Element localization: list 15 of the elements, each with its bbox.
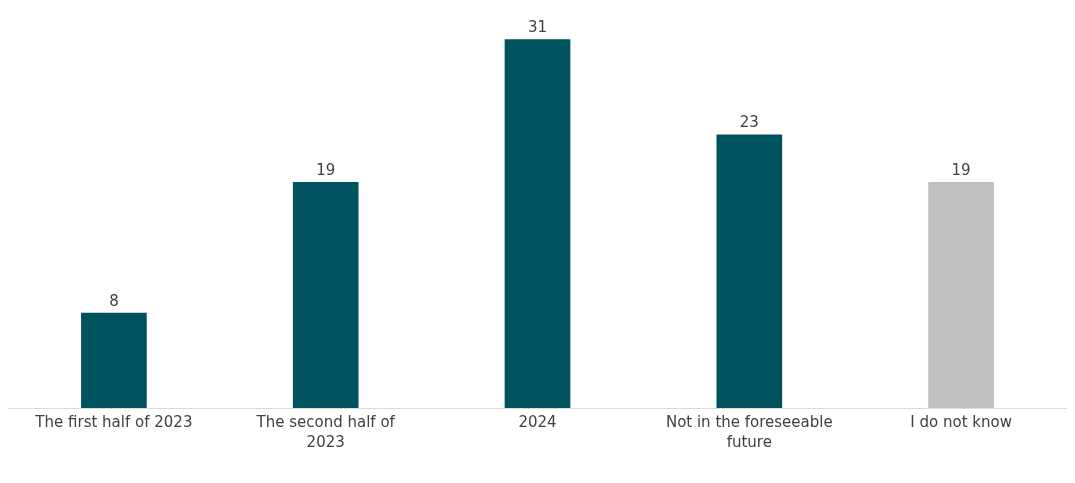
data-label: 31 — [527, 18, 548, 37]
bar — [928, 182, 994, 408]
x-tick-label: I do not know — [910, 413, 1012, 431]
bar — [504, 39, 571, 408]
data-label: 19 — [316, 161, 336, 180]
x-tick-label: Not in the foreseeable future — [665, 413, 833, 451]
data-label: 23 — [739, 113, 759, 132]
bar — [292, 182, 359, 408]
x-tick-label: The first half of 2023 — [34, 413, 193, 431]
data-label: 8 — [109, 291, 119, 310]
x-tick-label: The second half of 2023 — [255, 413, 396, 451]
bar — [716, 134, 783, 408]
bar — [81, 312, 147, 408]
data-label: 19 — [951, 161, 971, 180]
x-tick-label: 2024 — [518, 413, 557, 431]
